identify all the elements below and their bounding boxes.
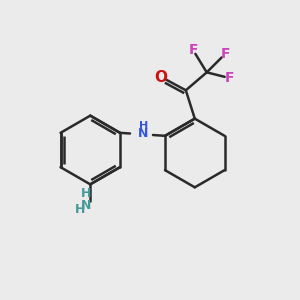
Text: N: N	[138, 127, 148, 140]
Text: F: F	[189, 43, 199, 57]
Text: H: H	[139, 121, 148, 131]
Text: H: H	[81, 187, 91, 200]
Text: H: H	[75, 203, 85, 216]
Text: F: F	[224, 71, 234, 85]
Text: F: F	[220, 47, 230, 61]
Text: N: N	[81, 199, 91, 212]
Text: O: O	[154, 70, 167, 85]
